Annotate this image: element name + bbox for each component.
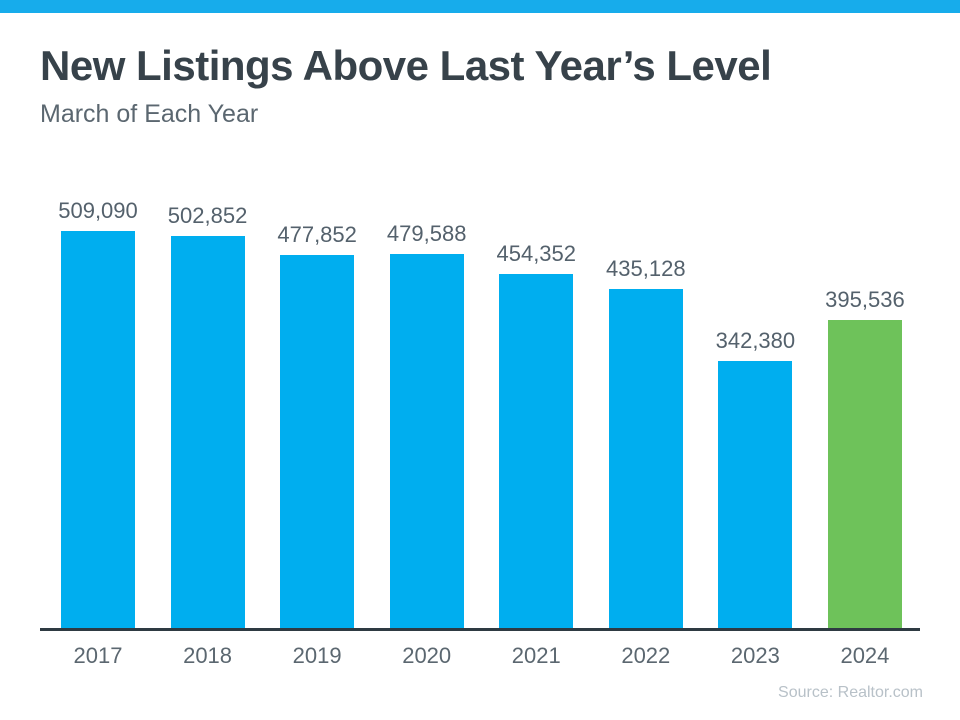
bar-value-label: 509,090: [58, 198, 138, 223]
bar-2022: [608, 289, 683, 629]
bar-value-label: 479,588: [386, 221, 467, 246]
x-tick-2021: 2021: [511, 643, 561, 668]
bar-value-label: 454,352: [496, 241, 577, 266]
bar-2020: [389, 254, 464, 629]
x-tick-2020: 2020: [402, 643, 452, 668]
x-axis-line: [40, 628, 920, 631]
bar-2019: [280, 255, 355, 629]
x-tick-2017: 2017: [73, 643, 123, 668]
bar-2018: [170, 236, 245, 629]
bar-2021: [499, 274, 574, 629]
bar-value-label: 395,536: [825, 287, 905, 312]
bar-value-label: 477,852: [277, 222, 357, 247]
bar-group-2024: 395,536: [825, 287, 905, 629]
x-tick-2023: 2023: [730, 643, 780, 668]
bar-value-label: 435,128: [606, 256, 686, 281]
x-tick-2022: 2022: [621, 643, 671, 668]
bar-group-2021: 454,352: [496, 241, 577, 629]
bar-group-2018: 502,852: [167, 203, 248, 629]
top-accent-strip: [0, 0, 960, 13]
bar-2024: [827, 320, 902, 629]
bar-group-2022: 435,128: [606, 256, 686, 629]
page-title: New Listings Above Last Year’s Level: [40, 42, 772, 89]
chart-subtitle: March of Each Year: [40, 100, 259, 128]
bar-group-2023: 342,380: [716, 330, 795, 629]
x-tick-2018: 2018: [183, 643, 233, 668]
x-axis-labels: 2017 2018 2019 2020 2021 2022 2023 2024: [61, 643, 902, 668]
bar-group-2020: 479,588: [386, 221, 467, 629]
bar-value-label: 342,380: [715, 328, 796, 353]
bar-group-2017: 509,090: [58, 198, 138, 629]
x-tick-2024: 2024: [840, 643, 890, 668]
bar-2017: [61, 231, 135, 629]
source-credit: Source: Realtor.com: [778, 684, 923, 701]
bars-container: 509,090 502,852 477,852 479,588 454,352 435,1…: [58, 198, 905, 629]
bar-group-2019: 477,852: [277, 222, 357, 629]
bar-2023: [718, 361, 793, 629]
bar-value-label: 502,852: [167, 203, 248, 228]
x-tick-2019: 2019: [292, 643, 342, 668]
